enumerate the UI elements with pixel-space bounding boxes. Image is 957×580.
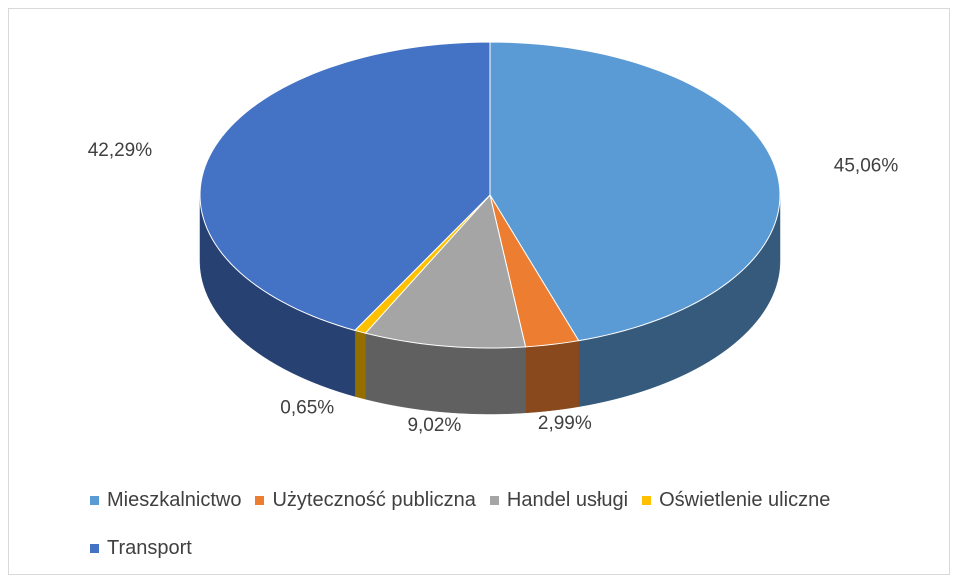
data-label: 42,29%	[88, 140, 153, 161]
legend-swatch	[489, 495, 499, 505]
data-label: 45,06%	[834, 156, 899, 177]
slice	[199, 41, 491, 331]
legend-label: Oświetlenie uliczne	[659, 488, 831, 511]
data-label: 9,02%	[407, 415, 461, 436]
legend: Mieszkalnictwo Użyteczność publiczna Hande…	[90, 485, 850, 563]
slice	[364, 193, 527, 349]
legend-label: Handel usługi	[506, 488, 629, 511]
legend-item: Użyteczność publiczna	[255, 485, 476, 515]
legend-label: Mieszkalnictwo	[107, 488, 242, 511]
data-label: 2,99%	[538, 413, 592, 434]
legend-swatch	[90, 495, 99, 505]
legend-label: Transport	[107, 536, 192, 559]
slice	[489, 194, 580, 348]
legend-item: Mieszkalnictwo	[90, 485, 241, 515]
slice	[489, 41, 781, 342]
slice-side	[525, 340, 579, 414]
data-label: 0,65%	[280, 398, 334, 419]
legend-swatch	[642, 495, 652, 505]
legend-swatch	[90, 543, 99, 553]
legend-item: Transport	[90, 533, 192, 563]
slice-side	[354, 330, 366, 400]
legend-swatch	[255, 495, 265, 505]
legend-item: Oświetlenie uliczne	[642, 485, 830, 515]
legend-label: Użyteczność publiczna	[272, 488, 476, 511]
legend-item: Handel usługi	[489, 485, 629, 515]
